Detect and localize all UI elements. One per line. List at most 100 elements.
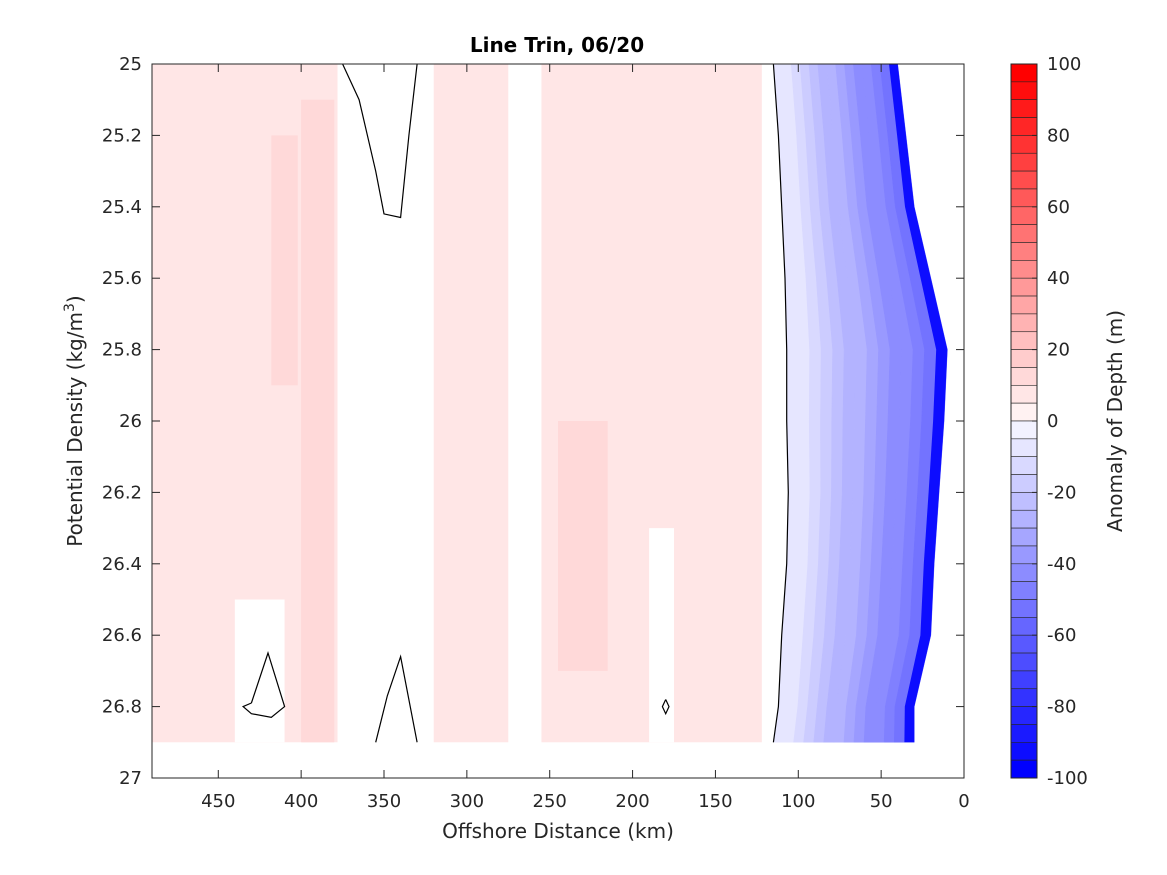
y-tick-label-10: 27 xyxy=(119,768,142,789)
y-tick-label-2: 25.4 xyxy=(102,197,142,218)
heatmap-region-2 xyxy=(271,135,298,386)
colorbar-segment-37 xyxy=(1010,724,1038,743)
colorbar-segment-38 xyxy=(1010,741,1038,761)
colorbar-segment-2 xyxy=(1010,99,1038,118)
x-tick-label-5: 200 xyxy=(615,791,649,812)
colorbar-segment-9 xyxy=(1010,224,1038,243)
heatmap-region-6 xyxy=(513,456,542,636)
heatmap-region-3 xyxy=(337,64,431,743)
colorbar-segment-13 xyxy=(1010,295,1038,315)
x-tick-label-1: 400 xyxy=(284,791,318,812)
heatmap-region-9 xyxy=(649,528,674,743)
colorbar-segment-16 xyxy=(1010,349,1038,368)
zero-contours xyxy=(241,64,789,743)
x-tick-label-8: 50 xyxy=(870,791,893,812)
colorbar-segment-26 xyxy=(1010,527,1038,547)
y-tick-label-8: 26.6 xyxy=(102,625,142,646)
colorbar-segment-21 xyxy=(1010,438,1038,458)
heatmap-region-8 xyxy=(558,421,608,671)
x-tick-label-4: 250 xyxy=(533,791,567,812)
colorbar-tick-label-3: 40 xyxy=(1047,268,1070,289)
x-tick-label-0: 450 xyxy=(201,791,235,812)
y-tick-label-9: 26.8 xyxy=(102,697,142,718)
heatmap-regions xyxy=(152,64,762,743)
x-tick-label-9: 0 xyxy=(958,791,969,812)
colorbar-segment-3 xyxy=(1010,117,1038,136)
colorbar-tick-label-6: -20 xyxy=(1047,482,1076,503)
colorbar-segment-11 xyxy=(1010,260,1038,279)
zero-contour-1 xyxy=(342,64,418,219)
colorbar-segment-15 xyxy=(1010,331,1038,350)
colorbar-segment-20 xyxy=(1010,420,1038,440)
colorbar-segment-25 xyxy=(1010,509,1038,529)
colorbar-tick-label-2: 60 xyxy=(1047,197,1070,218)
x-tick-label-7: 100 xyxy=(781,791,815,812)
colorbar-segment-0 xyxy=(1010,63,1038,83)
x-axis-title: Offshore Distance (km) xyxy=(442,819,674,843)
colorbar-segment-30 xyxy=(1010,599,1038,618)
colorbar-segment-35 xyxy=(1010,688,1038,707)
y-axis-title: Potential Density (kg/m3) xyxy=(62,295,87,546)
colorbar-tick-label-8: -60 xyxy=(1047,625,1076,646)
colorbar-segment-17 xyxy=(1010,367,1038,386)
zero-contour-2 xyxy=(375,654,418,743)
y-tick-label-5: 26 xyxy=(119,411,142,432)
colorbar-segment-4 xyxy=(1010,135,1038,154)
zero-contour-3 xyxy=(241,651,286,718)
x-tick-label-6: 150 xyxy=(698,791,732,812)
colorbar-tick-label-1: 80 xyxy=(1047,125,1070,146)
colorbar-segment-22 xyxy=(1010,456,1038,475)
y-tick-label-1: 25.2 xyxy=(102,125,142,146)
colorbar xyxy=(1010,63,1038,779)
colorbar-tick-label-10: -100 xyxy=(1047,768,1088,789)
colorbar-segment-14 xyxy=(1010,313,1038,333)
colorbar-tick-label-4: 20 xyxy=(1047,340,1070,361)
colorbar-segment-33 xyxy=(1010,652,1038,672)
colorbar-segment-24 xyxy=(1010,492,1038,511)
colorbar-segment-7 xyxy=(1010,188,1038,208)
y-axis-title-main: Potential Density (kg/m xyxy=(63,312,87,547)
colorbar-segment-12 xyxy=(1010,277,1038,297)
colorbar-segment-36 xyxy=(1010,706,1038,725)
colorbar-segment-23 xyxy=(1010,474,1038,493)
colorbar-tick-label-5: 0 xyxy=(1047,411,1058,432)
heatmap-region-4 xyxy=(433,64,509,743)
colorbar-segment-32 xyxy=(1010,634,1038,654)
colorbar-segment-5 xyxy=(1010,152,1038,172)
colorbar-ticks: 100 80 60 40 20 0 -20 -40 -60 -80 -100 xyxy=(1032,54,1088,789)
y-axis-title-sup: 3 xyxy=(62,303,78,312)
negative-anomaly-bands xyxy=(773,64,948,743)
heatmap-region-1 xyxy=(301,99,335,743)
y-tick-label-4: 25.8 xyxy=(102,340,142,361)
colorbar-segment-39 xyxy=(1010,759,1038,779)
colorbar-segment-29 xyxy=(1010,581,1038,600)
zero-contour-0 xyxy=(772,64,789,743)
x-tick-label-3: 300 xyxy=(450,791,484,812)
y-axis-ticks: 25 25.2 25.4 25.6 25.8 26 26.2 26.4 26.6 26.8 27 xyxy=(102,54,964,789)
y-axis-title-close: ) xyxy=(63,295,87,303)
y-tick-label-7: 26.4 xyxy=(102,554,142,575)
colorbar-tick-label-9: -80 xyxy=(1047,697,1076,718)
colorbar-segment-8 xyxy=(1010,206,1038,225)
colorbar-segment-6 xyxy=(1010,170,1038,190)
y-tick-label-6: 26.2 xyxy=(102,482,142,503)
colorbar-segment-34 xyxy=(1010,670,1038,690)
colorbar-title: Anomaly of Depth (m) xyxy=(1103,310,1127,532)
x-axis-ticks: 450 400 350 300 250 200 150 100 50 0 xyxy=(201,64,970,812)
colorbar-segment-18 xyxy=(1010,384,1038,404)
negative-core xyxy=(889,64,948,743)
y-tick-label-3: 25.6 xyxy=(102,268,142,289)
heatmap-region-10 xyxy=(234,599,285,743)
colorbar-tick-label-7: -40 xyxy=(1047,554,1076,575)
colorbar-segment-1 xyxy=(1010,81,1038,100)
chart-title: Line Trin, 06/20 xyxy=(470,33,644,57)
colorbar-segment-10 xyxy=(1010,242,1038,261)
x-tick-label-2: 350 xyxy=(367,791,401,812)
colorbar-segment-31 xyxy=(1010,617,1038,636)
colorbar-tick-label-0: 100 xyxy=(1047,54,1081,75)
colorbar-segment-27 xyxy=(1010,545,1038,565)
y-tick-label-0: 25 xyxy=(119,54,142,75)
zero-contour-4 xyxy=(661,699,670,716)
colorbar-segment-28 xyxy=(1010,563,1038,582)
